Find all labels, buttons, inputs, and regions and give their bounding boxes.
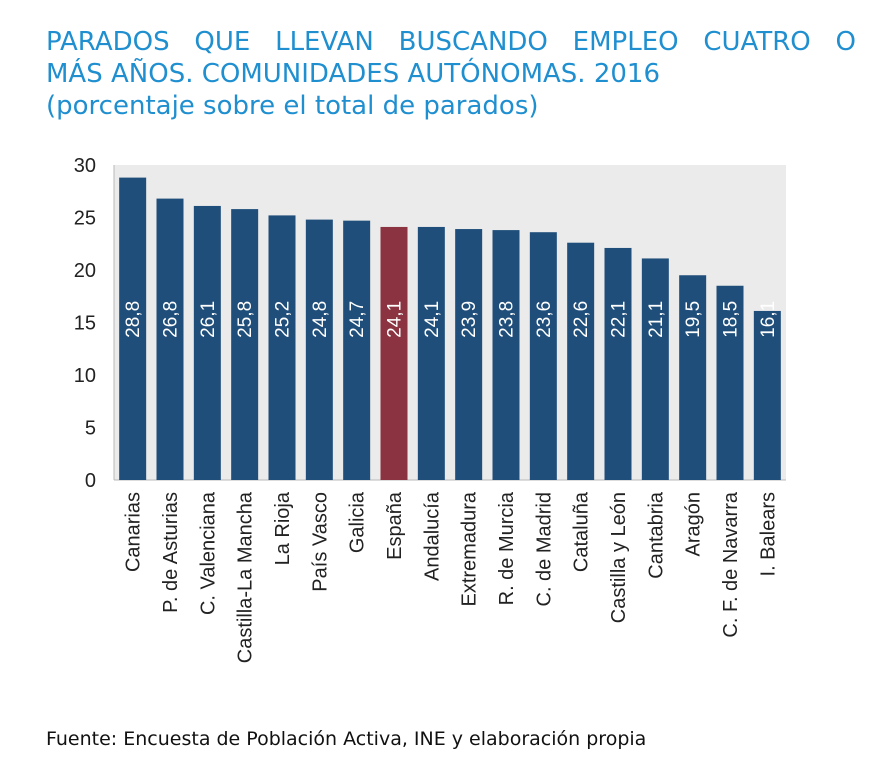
bar (193, 205, 221, 480)
value-label: 22,1 (609, 301, 630, 338)
value-label: 23,6 (534, 301, 555, 338)
bar (305, 219, 333, 480)
category-label: Castilla y León (608, 492, 630, 623)
chart-subtitle: (porcentaje sobre el total de parados) (46, 91, 539, 121)
category-label: España (384, 491, 406, 560)
y-tick-label: 5 (85, 418, 96, 440)
title-line-2: MÁS AÑOS. COMUNIDADES AUTÓNOMAS. 2016 (46, 59, 660, 89)
category-label: Galicia (347, 491, 369, 553)
category-label: C. F. de Navarra (720, 491, 742, 637)
y-tick-label: 10 (74, 365, 96, 387)
bar (753, 310, 781, 480)
category-label: C. de Madrid (533, 492, 555, 607)
category-label: La Rioja (272, 491, 294, 565)
title-line-1: PARADOS QUE LLEVAN BUSCANDO EMPLEO CUATR… (46, 27, 856, 57)
value-label: 21,1 (646, 301, 667, 338)
bar (641, 258, 669, 480)
plot-area (114, 165, 786, 480)
value-label: 23,8 (497, 301, 518, 338)
value-label: 25,2 (273, 301, 294, 338)
category-label: Cantabria (645, 491, 667, 579)
value-label: 26,8 (161, 301, 182, 338)
category-label: Extremadura (459, 491, 481, 606)
bar (231, 209, 259, 480)
category-labels: Canarias P. de Asturias C. Valenciana Casti… (123, 491, 780, 663)
bar (268, 215, 296, 480)
chart-title: PARADOS QUE LLEVAN BUSCANDO EMPLEO CUATR… (46, 26, 856, 122)
value-label: 24,1 (385, 301, 406, 338)
bar (604, 247, 632, 480)
value-label: 22,6 (571, 301, 592, 338)
category-label: Cataluña (571, 491, 593, 572)
value-label: 24,7 (347, 301, 368, 338)
bars (119, 177, 781, 480)
value-labels: 28,8 26,8 26,1 25,8 25,2 24,8 24,7 24,1 24,1 23,9… (123, 301, 779, 338)
bar (492, 230, 520, 480)
bar (343, 220, 371, 480)
category-label: Canarias (123, 492, 145, 572)
value-label: 23,9 (459, 301, 480, 338)
bar (679, 275, 707, 480)
category-label: País Vasco (309, 492, 331, 592)
bar (716, 285, 744, 480)
bar (455, 229, 483, 480)
category-label: P. de Asturias (160, 492, 182, 613)
y-tick-label: 30 (74, 155, 96, 177)
bar (156, 198, 184, 480)
bar-chart: 0 5 10 15 20 25 30 28,8 26,8 26,1 25,8 25,2 24,8 24,… (74, 155, 786, 663)
bar (119, 177, 147, 480)
category-label: R. de Murcia (496, 491, 518, 605)
value-label: 24,8 (310, 301, 331, 338)
y-tick-labels: 0 5 10 15 20 25 30 (74, 155, 96, 492)
bar (567, 242, 595, 480)
y-tick-label: 15 (74, 313, 96, 335)
value-label: 26,1 (198, 301, 219, 338)
y-tick-label: 25 (74, 208, 96, 230)
category-label: I. Balears (757, 492, 779, 576)
bar (417, 226, 445, 480)
y-tick-label: 20 (74, 260, 96, 282)
category-label: Andalucía (421, 491, 443, 581)
value-label: 25,8 (235, 301, 256, 338)
value-label: 28,8 (123, 301, 144, 338)
category-label: Aragón (683, 492, 705, 557)
value-label: 19,5 (683, 301, 704, 338)
value-label: 18,5 (721, 301, 742, 338)
value-label: 16,1 (758, 301, 779, 338)
source-note: Fuente: Encuesta de Población Activa, IN… (46, 728, 647, 750)
category-label: C. Valenciana (197, 491, 219, 615)
bar (529, 232, 557, 480)
value-label: 24,1 (422, 301, 443, 338)
y-tick-label: 0 (85, 470, 96, 492)
category-label: Castilla-La Mancha (235, 491, 257, 663)
bar (380, 226, 408, 480)
